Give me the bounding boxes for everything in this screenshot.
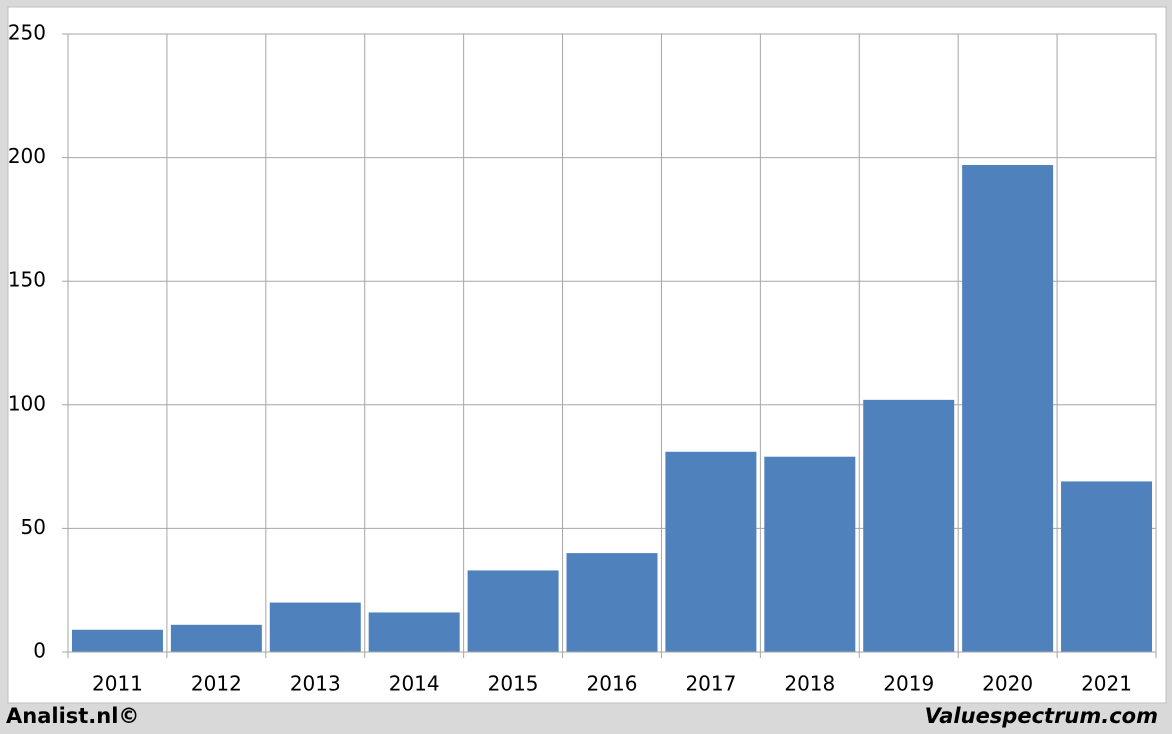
bar <box>665 451 757 652</box>
y-tick-label: 250 <box>8 21 46 45</box>
x-tick-label: 2014 <box>389 672 440 696</box>
x-tick-label: 2019 <box>883 672 934 696</box>
y-tick-label: 0 <box>33 639 46 663</box>
x-tick-label: 2016 <box>587 672 638 696</box>
bar <box>269 602 361 652</box>
bar <box>1061 481 1153 652</box>
y-tick-label: 100 <box>8 391 46 415</box>
footer-right: Valuespectrum.com <box>925 704 1158 728</box>
x-tick-label: 2012 <box>191 672 242 696</box>
y-tick-label: 200 <box>8 144 46 168</box>
bar <box>566 553 658 652</box>
x-tick-label: 2011 <box>92 672 143 696</box>
bar <box>170 624 262 652</box>
bar <box>764 456 856 652</box>
y-tick-label: 150 <box>8 268 46 292</box>
x-tick-label: 2018 <box>784 672 835 696</box>
x-tick-label: 2013 <box>290 672 341 696</box>
bar <box>467 570 559 652</box>
bar <box>962 165 1054 653</box>
y-tick-label: 50 <box>21 515 46 539</box>
x-tick-label: 2020 <box>982 672 1033 696</box>
bar <box>368 612 460 652</box>
bar <box>71 629 163 652</box>
footer-left: Analist.nl© <box>6 704 139 728</box>
x-tick-label: 2015 <box>488 672 539 696</box>
bar <box>863 399 955 652</box>
x-tick-label: 2021 <box>1081 672 1132 696</box>
x-tick-label: 2017 <box>685 672 736 696</box>
